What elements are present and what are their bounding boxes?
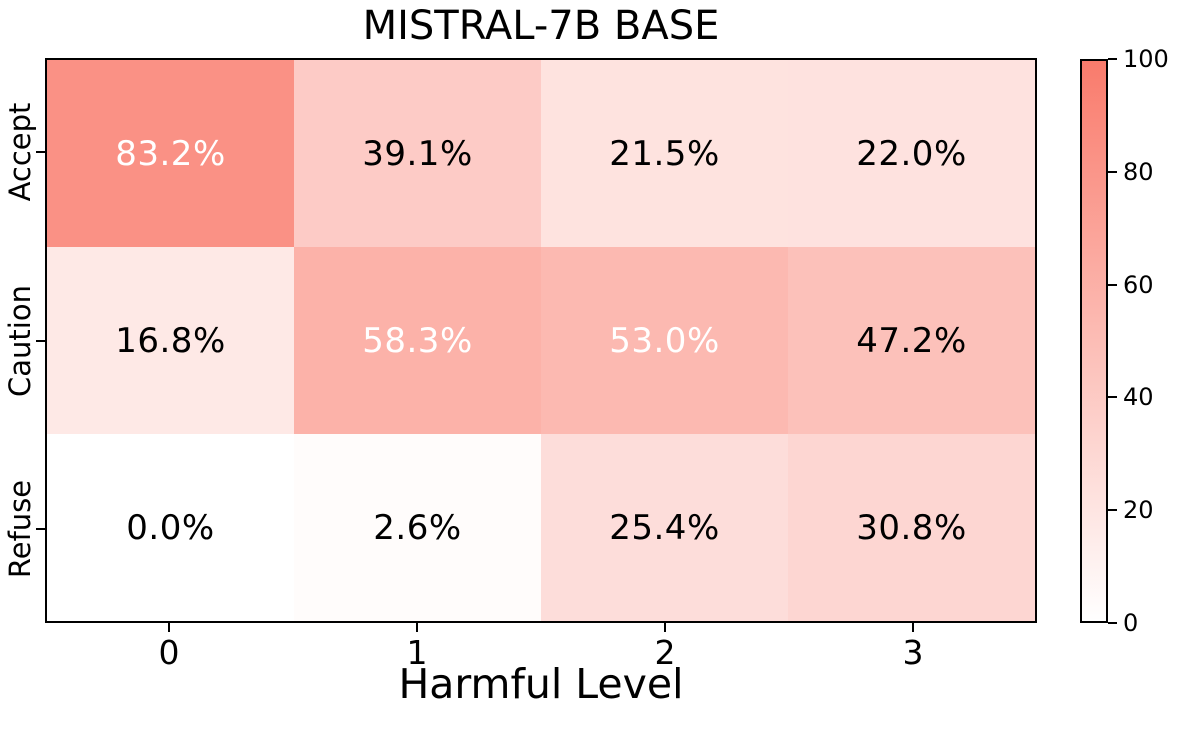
colorbar-tick-label-60: 60 [1123, 270, 1154, 299]
heatmap-cell-caution-2: 53.0% [541, 247, 788, 434]
colorbar-ticks: 100 80 60 40 20 0 [1108, 47, 1178, 635]
tick-mark [1108, 58, 1117, 60]
tick-mark [664, 623, 666, 632]
heatmap-cell-caution-0: 16.8% [47, 247, 294, 434]
x-tick-label-0: 0 [158, 633, 180, 672]
y-tick-label-refuse: Refuse [3, 479, 37, 578]
tick-mark [1108, 509, 1117, 512]
heatmap-cell-caution-1: 58.3% [294, 247, 541, 434]
heatmap-cell-accept-3: 22.0% [788, 60, 1035, 247]
colorbar-tick-label-40: 40 [1123, 383, 1154, 412]
heatmap-cell-refuse-0: 0.0% [47, 434, 294, 621]
colorbar-gradient [1082, 61, 1106, 621]
tick-mark [912, 623, 914, 632]
colorbar-tick-label-0: 0 [1123, 609, 1139, 637]
colorbar-tick-label-80: 80 [1123, 157, 1154, 186]
x-tick-label-3: 3 [902, 633, 924, 672]
tick-mark [1108, 170, 1117, 173]
tick-mark [36, 527, 45, 530]
tick-mark [416, 623, 418, 632]
colorbar [1080, 59, 1108, 623]
tick-mark [1108, 283, 1117, 286]
colorbar-tick-label-100: 100 [1123, 45, 1169, 73]
heatmap-grid: 83.2% 39.1% 21.5% 22.0% 16.8% 58.3% 53.0… [47, 60, 1035, 621]
heatmap-cell-accept-2: 21.5% [541, 60, 788, 247]
tick-mark [168, 623, 170, 632]
x-tick-label-2: 2 [654, 633, 676, 672]
y-tick-label-caution: Caution [3, 284, 37, 397]
tick-mark [36, 151, 45, 154]
plot-area: 83.2% 39.1% 21.5% 22.0% 16.8% 58.3% 53.0… [45, 58, 1037, 623]
colorbar-tick-label-20: 20 [1123, 496, 1154, 525]
heatmap-cell-caution-3: 47.2% [788, 247, 1035, 434]
heatmap-cell-refuse-2: 25.4% [541, 434, 788, 621]
tick-mark [1108, 622, 1117, 624]
tick-mark [1108, 396, 1117, 399]
y-tick-label-accept: Accept [3, 102, 37, 202]
x-tick-label-1: 1 [406, 633, 428, 672]
chart-title: MISTRAL-7B BASE [362, 3, 720, 49]
heatmap-cell-accept-1: 39.1% [294, 60, 541, 247]
heatmap-cell-accept-0: 83.2% [47, 60, 294, 247]
y-axis: Accept Caution Refuse [0, 58, 45, 623]
heatmap-cell-refuse-3: 30.8% [788, 434, 1035, 621]
tick-mark [36, 339, 45, 342]
heatmap-cell-refuse-1: 2.6% [294, 434, 541, 621]
x-axis-label: Harmful Level [398, 660, 684, 708]
